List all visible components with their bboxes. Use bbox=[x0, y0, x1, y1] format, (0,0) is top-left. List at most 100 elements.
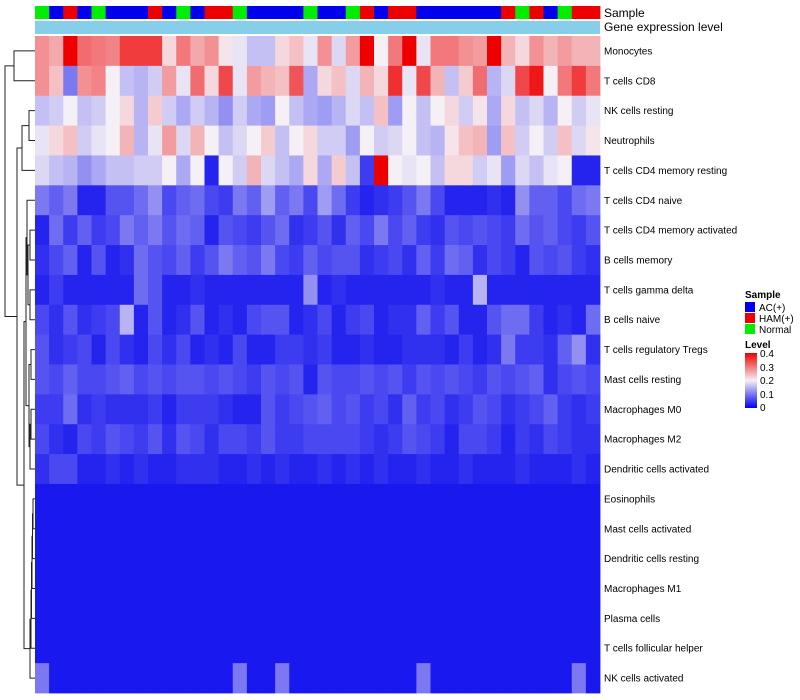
heatmap-cell bbox=[218, 364, 234, 395]
heatmap-cell bbox=[35, 364, 50, 395]
heatmap-cell bbox=[345, 155, 361, 186]
dendrogram-branch bbox=[30, 349, 35, 380]
heatmap-cell bbox=[133, 125, 149, 156]
heatmap-cell bbox=[246, 394, 262, 425]
heatmap-cell bbox=[317, 633, 333, 664]
heatmap-cell bbox=[557, 513, 573, 545]
heatmap-cell bbox=[472, 364, 488, 395]
heatmap-cell bbox=[557, 394, 573, 425]
heatmap-cell bbox=[63, 125, 78, 156]
heatmap-cell bbox=[218, 304, 234, 336]
heatmap-cell bbox=[543, 603, 559, 634]
heatmap-cell bbox=[246, 304, 262, 336]
heatmap-cell bbox=[543, 633, 559, 664]
heatmap-cell bbox=[63, 454, 78, 485]
heatmap-cell bbox=[444, 65, 460, 97]
heatmap-cell bbox=[444, 394, 460, 425]
heatmap-cell bbox=[571, 394, 587, 425]
heatmap-cell bbox=[543, 334, 559, 365]
heatmap-cells bbox=[35, 36, 601, 694]
heatmap-cell bbox=[402, 36, 417, 67]
sample-track-cell bbox=[529, 6, 544, 19]
heatmap-cell bbox=[458, 125, 474, 156]
heatmap-cell bbox=[204, 663, 220, 694]
heatmap-cell bbox=[402, 215, 417, 246]
heatmap-cell bbox=[35, 513, 50, 545]
heatmap-cell bbox=[303, 95, 318, 126]
heatmap-cell bbox=[49, 483, 64, 515]
sample-track-cell bbox=[472, 6, 488, 19]
sample-track-cell bbox=[345, 6, 361, 19]
heatmap-cell bbox=[416, 454, 431, 485]
heatmap-cell bbox=[63, 394, 78, 425]
heatmap-cell bbox=[176, 513, 191, 545]
row-label: Mast cells activated bbox=[604, 524, 691, 535]
heatmap-cell bbox=[49, 304, 64, 336]
heatmap-cell bbox=[515, 424, 530, 455]
heatmap-cell bbox=[487, 334, 502, 365]
heatmap-cell bbox=[416, 155, 431, 186]
heatmap-cell bbox=[289, 245, 304, 276]
heatmap-cell bbox=[501, 454, 516, 485]
heatmap-cell bbox=[303, 155, 318, 186]
heatmap-cell bbox=[359, 95, 375, 126]
heatmap-cell bbox=[232, 215, 248, 246]
heatmap-cell bbox=[275, 215, 290, 246]
heatmap-cell bbox=[359, 274, 375, 306]
heatmap-cell bbox=[444, 274, 460, 306]
heatmap-cell bbox=[162, 185, 177, 216]
heatmap-cell bbox=[444, 185, 460, 216]
heatmap-cell bbox=[374, 543, 389, 574]
heatmap-cell bbox=[557, 483, 573, 515]
heatmap-cell bbox=[275, 245, 290, 276]
heatmap-cell bbox=[416, 513, 431, 545]
heatmap-cell bbox=[49, 36, 64, 67]
heatmap-cell bbox=[402, 155, 417, 186]
heatmap-cell bbox=[487, 573, 502, 604]
heatmap-cell bbox=[105, 185, 121, 216]
heatmap-cell bbox=[529, 543, 544, 574]
heatmap-cell bbox=[416, 36, 431, 67]
heatmap-cell bbox=[331, 364, 347, 395]
heatmap-cell bbox=[49, 185, 64, 216]
heatmap-cell bbox=[416, 663, 431, 694]
heatmap-cell bbox=[585, 215, 601, 246]
heatmap-cell bbox=[317, 394, 333, 425]
heatmap-cell bbox=[303, 603, 318, 634]
heatmap-cell bbox=[345, 36, 361, 67]
heatmap-cell bbox=[190, 603, 205, 634]
heatmap-cell bbox=[416, 304, 431, 336]
heatmap-cell bbox=[402, 65, 417, 97]
heatmap-cell bbox=[49, 663, 64, 694]
heatmap-cell bbox=[162, 95, 177, 126]
heatmap-cell bbox=[289, 125, 304, 156]
heatmap-cell bbox=[317, 185, 333, 216]
level-tick-03: 0.3 bbox=[760, 363, 774, 374]
level-legend-title: Level bbox=[745, 340, 771, 351]
heatmap-cell bbox=[218, 185, 234, 216]
heatmap-cell bbox=[501, 364, 516, 395]
row-label: Monocytes bbox=[604, 46, 652, 57]
sample-track-cell bbox=[374, 6, 389, 19]
heatmap-cell bbox=[472, 245, 488, 276]
heatmap-cell bbox=[162, 454, 177, 485]
heatmap-cell bbox=[218, 394, 234, 425]
heatmap-cell bbox=[289, 573, 304, 604]
heatmap-cell bbox=[317, 334, 333, 365]
heatmap-cell bbox=[374, 125, 389, 156]
heatmap-cell bbox=[105, 215, 121, 246]
heatmap-cell bbox=[190, 274, 205, 306]
heatmap-cell bbox=[317, 95, 333, 126]
heatmap-cell bbox=[218, 215, 234, 246]
heatmap-cell bbox=[119, 543, 135, 574]
heatmap-cell bbox=[359, 245, 375, 276]
heatmap-cell bbox=[585, 663, 601, 694]
heatmap-cell bbox=[331, 334, 347, 365]
dendrogram-branch bbox=[31, 535, 35, 589]
heatmap-cell bbox=[49, 573, 64, 604]
heatmap-cell bbox=[133, 513, 149, 545]
heatmap-cell bbox=[148, 334, 163, 365]
heatmap-cell bbox=[374, 155, 389, 186]
heatmap-cell bbox=[218, 125, 234, 156]
heatmap-cell bbox=[35, 633, 50, 664]
